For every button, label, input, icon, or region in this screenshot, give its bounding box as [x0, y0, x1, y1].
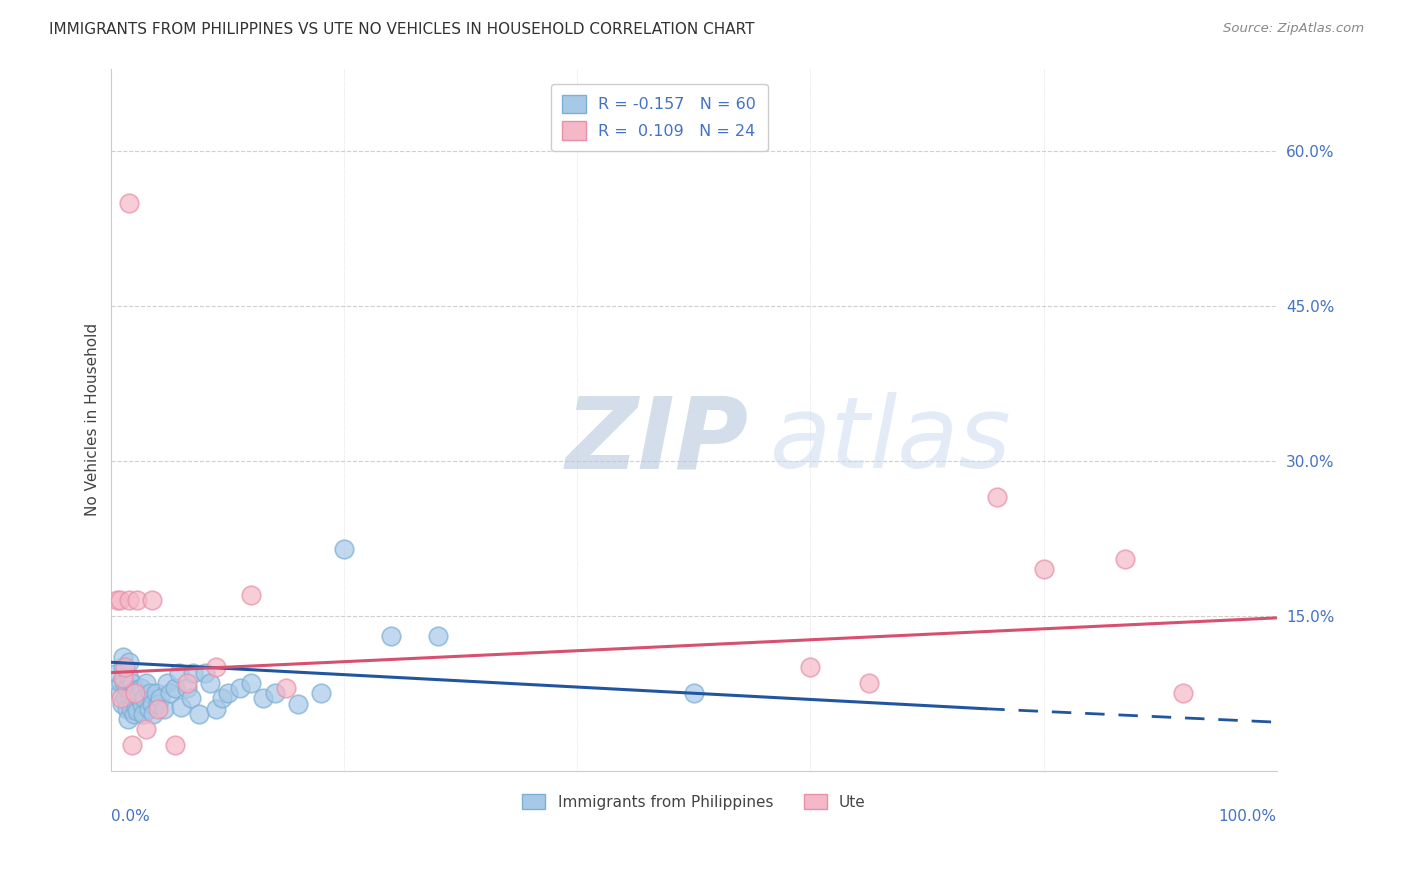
Point — [125, 704, 148, 718]
Point — [240, 676, 263, 690]
Point — [114, 660, 136, 674]
Point — [165, 681, 187, 695]
Point — [121, 676, 143, 690]
Point — [108, 686, 131, 700]
Point — [127, 690, 149, 704]
Point — [141, 593, 163, 607]
Point — [118, 690, 141, 704]
Point — [170, 699, 193, 714]
Point — [986, 490, 1008, 504]
Point — [287, 697, 309, 711]
Point — [110, 676, 132, 690]
Point — [110, 691, 132, 706]
Point — [276, 681, 298, 695]
Point — [683, 686, 706, 700]
Point — [217, 686, 239, 700]
Point — [118, 593, 141, 607]
Point — [120, 702, 142, 716]
Point — [142, 706, 165, 721]
Point — [149, 691, 172, 706]
Point — [146, 697, 169, 711]
Text: 100.0%: 100.0% — [1219, 809, 1277, 824]
Point — [124, 686, 146, 700]
Legend: Immigrants from Philippines, Ute: Immigrants from Philippines, Ute — [516, 788, 872, 815]
Point — [132, 691, 155, 706]
Point — [112, 650, 135, 665]
Point — [146, 702, 169, 716]
Point — [112, 676, 135, 690]
Point — [108, 593, 131, 607]
Point — [138, 702, 160, 716]
Point — [176, 681, 198, 695]
Point — [187, 706, 209, 721]
Text: 0.0%: 0.0% — [111, 809, 150, 824]
Point — [125, 699, 148, 714]
Text: Source: ZipAtlas.com: Source: ZipAtlas.com — [1223, 22, 1364, 36]
Point — [114, 691, 136, 706]
Point — [380, 630, 402, 644]
Point — [211, 691, 233, 706]
Point — [200, 676, 222, 690]
Point — [176, 676, 198, 690]
Point — [153, 702, 176, 716]
Point — [115, 681, 138, 695]
Point — [139, 686, 162, 700]
Point — [167, 665, 190, 680]
Point — [135, 723, 157, 737]
Point — [129, 681, 152, 695]
Point — [112, 660, 135, 674]
Text: atlas: atlas — [769, 392, 1011, 489]
Point — [118, 195, 141, 210]
Point — [112, 671, 135, 685]
Point — [1173, 686, 1195, 700]
Point — [125, 593, 148, 607]
Point — [141, 697, 163, 711]
Point — [333, 541, 356, 556]
Point — [105, 593, 128, 607]
Text: ZIP: ZIP — [565, 392, 749, 489]
Point — [309, 686, 332, 700]
Point — [159, 686, 181, 700]
Point — [228, 681, 250, 695]
Point — [117, 712, 139, 726]
Point — [121, 686, 143, 700]
Point — [181, 665, 204, 680]
Point — [1032, 562, 1054, 576]
Point — [121, 738, 143, 752]
Point — [1114, 552, 1136, 566]
Point — [122, 706, 145, 721]
Point — [165, 738, 187, 752]
Point — [118, 671, 141, 685]
Point — [132, 706, 155, 721]
Point — [105, 665, 128, 680]
Point — [194, 665, 217, 680]
Point — [263, 686, 285, 700]
Point — [205, 660, 228, 674]
Point — [252, 691, 274, 706]
Point — [858, 676, 880, 690]
Point — [426, 630, 449, 644]
Point — [205, 702, 228, 716]
Point — [118, 655, 141, 669]
Point — [124, 693, 146, 707]
Point — [240, 588, 263, 602]
Point — [115, 702, 138, 716]
Point — [111, 697, 134, 711]
Point — [145, 686, 167, 700]
Text: IMMIGRANTS FROM PHILIPPINES VS UTE NO VEHICLES IN HOUSEHOLD CORRELATION CHART: IMMIGRANTS FROM PHILIPPINES VS UTE NO VE… — [49, 22, 755, 37]
Y-axis label: No Vehicles in Household: No Vehicles in Household — [86, 323, 100, 516]
Point — [135, 676, 157, 690]
Point — [124, 683, 146, 698]
Point — [156, 676, 179, 690]
Point — [180, 691, 202, 706]
Point — [799, 660, 821, 674]
Point — [131, 697, 153, 711]
